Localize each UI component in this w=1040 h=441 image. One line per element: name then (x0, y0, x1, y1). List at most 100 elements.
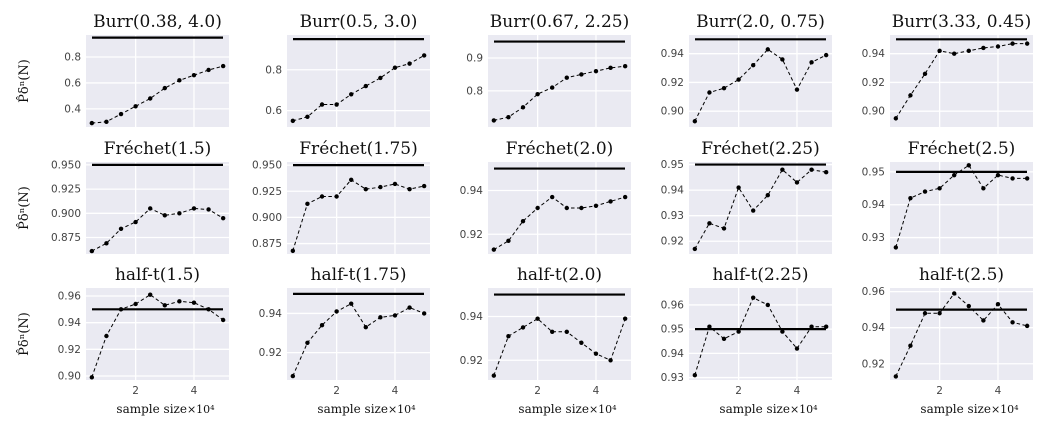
data-point (966, 48, 971, 54)
panel-title: half-t(1.75) (311, 265, 407, 285)
data-point (334, 194, 339, 199)
data-point (162, 85, 167, 91)
plot-area (890, 162, 1033, 254)
x-tick-label: 4 (593, 385, 600, 397)
x-axis-label-text: sample size (719, 402, 790, 416)
panel-5: Burr(3.33, 0.45) 0.90 0.92 0.94 (862, 12, 1033, 127)
series-line (292, 179, 425, 252)
y-tick-label: 0.6 (64, 77, 81, 89)
panel-title: Burr(0.38, 4.0) (93, 12, 222, 32)
data-point (363, 83, 368, 89)
y-tick-label: 0.90 (661, 106, 684, 118)
data-point (937, 48, 942, 54)
x-tick-label: 2 (132, 385, 139, 397)
y-tick-label: 0.92 (460, 229, 483, 241)
data-point (118, 226, 124, 232)
data-point (908, 195, 913, 201)
y-tick-label: 0.900 (51, 208, 81, 220)
data-point (334, 102, 339, 107)
x-scale-factor: ×10⁴ (388, 403, 416, 416)
data-point (981, 186, 986, 191)
data-point (579, 205, 584, 211)
data-point (378, 75, 383, 81)
y-tick-label: 0.92 (862, 358, 885, 370)
data-point (751, 295, 756, 300)
y-tick-label: 0.94 (862, 199, 886, 211)
panel-15: half-t(2.5) 0.92 0.94 0.96 2 4 sample size×10⁴ (862, 265, 1033, 416)
y-axis-label-text: P̂δⁿ(N) (16, 59, 32, 103)
data-point (608, 358, 613, 363)
data-point (608, 199, 613, 204)
panel-title: Burr(0.5, 3.0) (300, 12, 418, 32)
data-point (491, 247, 497, 252)
x-axis-label: sample size×10⁴ (116, 402, 215, 416)
x-tick-label: 2 (936, 385, 943, 397)
data-point (104, 333, 109, 339)
data-point (966, 303, 971, 309)
x-axis-label: sample size×10⁴ (920, 402, 1019, 416)
y-tick-label: 0.925 (51, 184, 81, 196)
data-point (520, 105, 526, 110)
data-point (177, 78, 182, 83)
data-point (780, 329, 785, 334)
data-point (981, 318, 986, 323)
data-point (334, 309, 339, 314)
data-point (952, 291, 957, 296)
panel-3: Burr(0.67, 2.25) 0.8 0.9 (466, 12, 631, 127)
x-scale-factor: ×10⁴ (187, 403, 215, 416)
data-point (550, 85, 555, 90)
y-tick-label: 0.96 (862, 286, 886, 298)
data-point (692, 246, 698, 252)
data-point (707, 90, 712, 95)
panel-6: Fréchet(1.5) 0.875 0.900 0.925 0.950 (51, 139, 229, 254)
series-line (91, 207, 224, 252)
y-tick-label: 0.92 (460, 355, 483, 367)
panel-title: Fréchet(2.0) (506, 139, 614, 159)
data-point (1010, 176, 1015, 181)
y-axis-label-3: P̂δⁿ(N) (16, 312, 32, 356)
y-tick-label: 0.92 (58, 344, 81, 356)
x-scale-factor: ×10⁴ (589, 403, 617, 416)
data-point (893, 374, 899, 379)
y-tick-label: 0.94 (661, 185, 685, 197)
y-tick-label: 0.94 (661, 48, 685, 60)
y-tick-label: 0.92 (661, 77, 684, 89)
data-point (823, 324, 829, 329)
y-tick-label: 0.8 (64, 52, 81, 64)
x-scale-factor: ×10⁴ (991, 403, 1019, 416)
x-tick-label: 2 (735, 385, 742, 397)
panel-title: Fréchet(2.25) (701, 139, 819, 159)
plot-area (86, 288, 229, 380)
data-point (220, 317, 226, 323)
y-tick-label: 0.94 (862, 48, 886, 60)
data-point (765, 302, 770, 308)
data-point (780, 167, 785, 172)
data-point (922, 71, 928, 77)
data-point (378, 315, 383, 320)
data-point (751, 208, 756, 213)
data-point (564, 75, 569, 80)
panel-title: half-t(1.5) (115, 265, 200, 285)
panel-title: half-t(2.25) (713, 265, 809, 285)
data-point (118, 111, 124, 117)
data-point (206, 67, 211, 73)
y-tick-label: 0.8 (265, 64, 282, 76)
data-point (622, 316, 628, 321)
x-axis-label-text: sample size (317, 402, 388, 416)
data-point (520, 325, 526, 330)
data-point (305, 201, 310, 207)
plot-area (689, 35, 832, 127)
data-point (736, 185, 741, 190)
y-tick-label: 0.90 (58, 371, 81, 383)
y-tick-label: 0.95 (661, 159, 684, 171)
y-tick-label: 0.900 (252, 212, 282, 224)
data-point (995, 172, 1001, 178)
panel-14: half-t(2.25) 0.93 0.94 0.95 0.96 2 4 sample siz… (661, 265, 832, 416)
data-point (349, 92, 354, 97)
panel-1: Burr(0.38, 4.0) 0.4 0.6 0.8 (64, 12, 229, 127)
data-point (290, 118, 296, 124)
data-point (89, 120, 95, 126)
data-point (349, 177, 354, 182)
data-point (809, 167, 814, 172)
y-tick-label: 0.94 (58, 317, 82, 329)
